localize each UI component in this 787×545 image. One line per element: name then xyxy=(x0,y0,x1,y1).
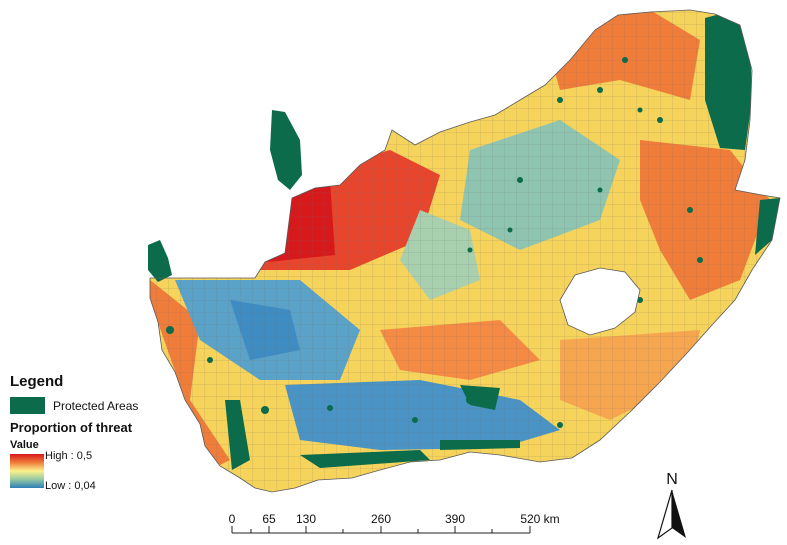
north-arrow-light-half xyxy=(656,489,673,540)
protected-areas-label: Protected Areas xyxy=(53,398,139,413)
scale-tick-65: 65 xyxy=(262,512,276,526)
scale-tick-390: 390 xyxy=(445,512,465,526)
protected-areas-legend-row: Protected Areas xyxy=(10,397,210,414)
kgalagadi-protected-area xyxy=(270,110,302,190)
isimangaliso-protected-area xyxy=(755,198,780,255)
south-africa-country xyxy=(148,9,781,493)
north-arrow: N xyxy=(656,471,686,540)
threat-legend-title: Proportion of threat xyxy=(10,420,133,435)
scale-tick-260: 260 xyxy=(371,512,391,526)
lesotho-enclave xyxy=(559,267,641,336)
legend: Legend Protected Areas Proportion of thr… xyxy=(10,373,210,492)
protected-areas xyxy=(166,10,780,470)
protected-areas-swatch xyxy=(10,397,45,414)
threat-gradient-row: High : 0,5 Low : 0,04 xyxy=(10,450,210,492)
scale-tick-0: 0 xyxy=(229,512,236,526)
legend-title: Legend xyxy=(10,373,64,390)
value-label: Value xyxy=(10,439,39,451)
north-arrow-dark-half xyxy=(672,490,686,538)
scale-bar: 0 65 130 260 390 520 km xyxy=(229,512,560,534)
threat-gradient-swatch xyxy=(10,454,44,488)
kruger-protected-area xyxy=(705,10,752,150)
richtersveld-protected-area xyxy=(148,240,172,282)
north-label: N xyxy=(666,471,678,488)
country-border xyxy=(149,9,781,493)
scale-tick-520: 520 km xyxy=(520,512,559,526)
scale-tick-130: 130 xyxy=(296,512,316,526)
low-value-label: Low : 0,04 xyxy=(45,480,96,492)
high-value-label: High : 0,5 xyxy=(45,450,93,462)
